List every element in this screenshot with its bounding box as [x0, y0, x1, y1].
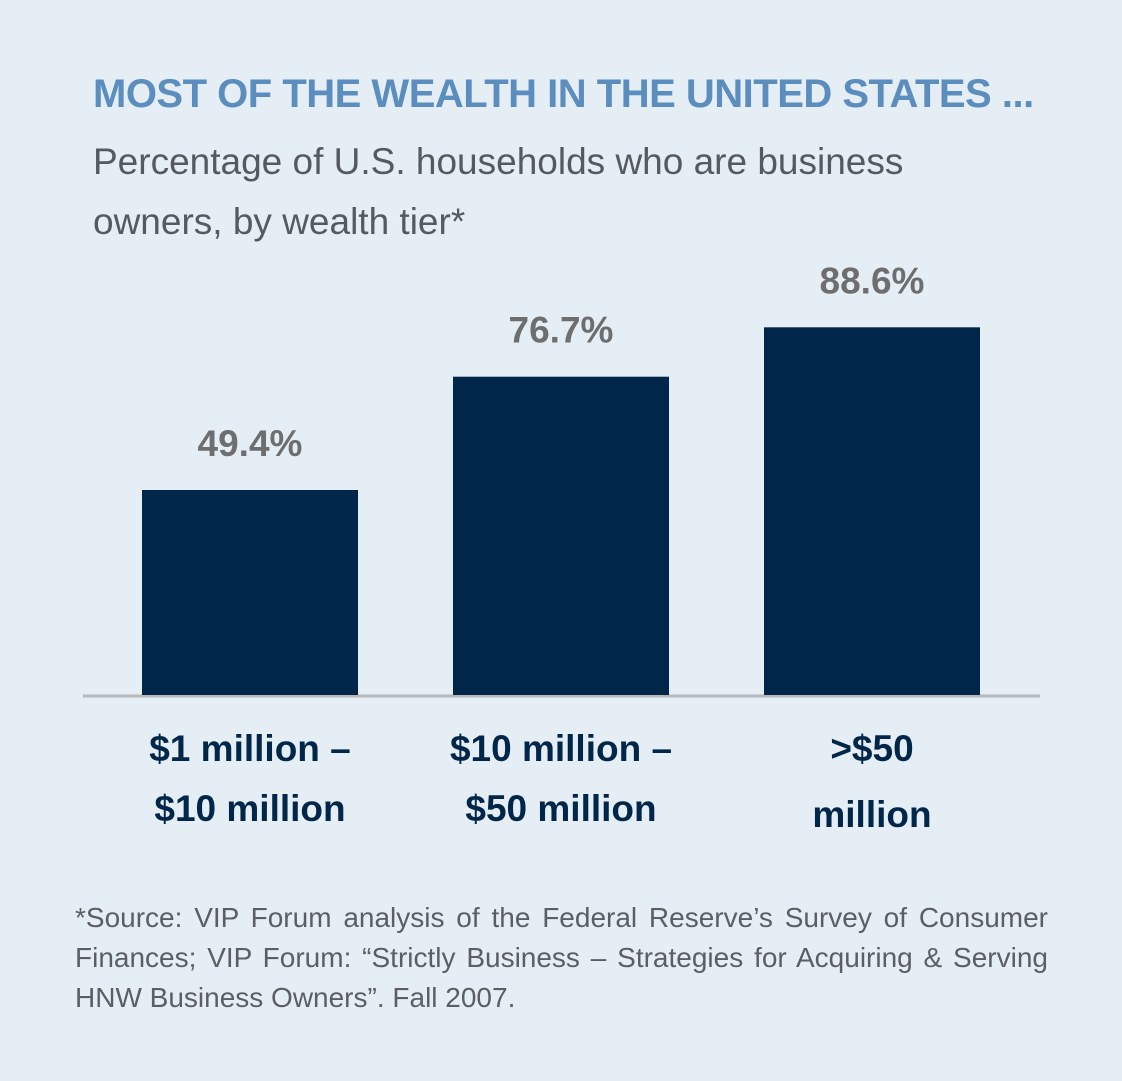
- category-label-1-line-1: $1 million –: [149, 728, 351, 769]
- value-label-3: 88.6%: [820, 260, 925, 301]
- value-label-2: 76.7%: [509, 310, 614, 351]
- chart-subtitle: Percentage of U.S. households who are bu…: [93, 141, 904, 242]
- chart-title: MOST OF THE WEALTH IN THE UNITED STATES …: [93, 72, 1034, 116]
- category-label-3-line-2: million: [812, 794, 931, 835]
- bar-2: [453, 376, 669, 695]
- value-label-1: 49.4%: [198, 423, 303, 464]
- category-label-2-line-1: $10 million –: [450, 728, 672, 769]
- bar-1: [142, 489, 358, 695]
- category-label-1-line-2: $10 million: [154, 788, 345, 829]
- category-label-2-line-2: $50 million: [465, 788, 656, 829]
- category-label-3-line-1: >$50: [830, 728, 913, 769]
- bar-3: [764, 327, 980, 695]
- source-footnote: *Source: VIP Forum analysis of the Feder…: [75, 902, 1048, 1013]
